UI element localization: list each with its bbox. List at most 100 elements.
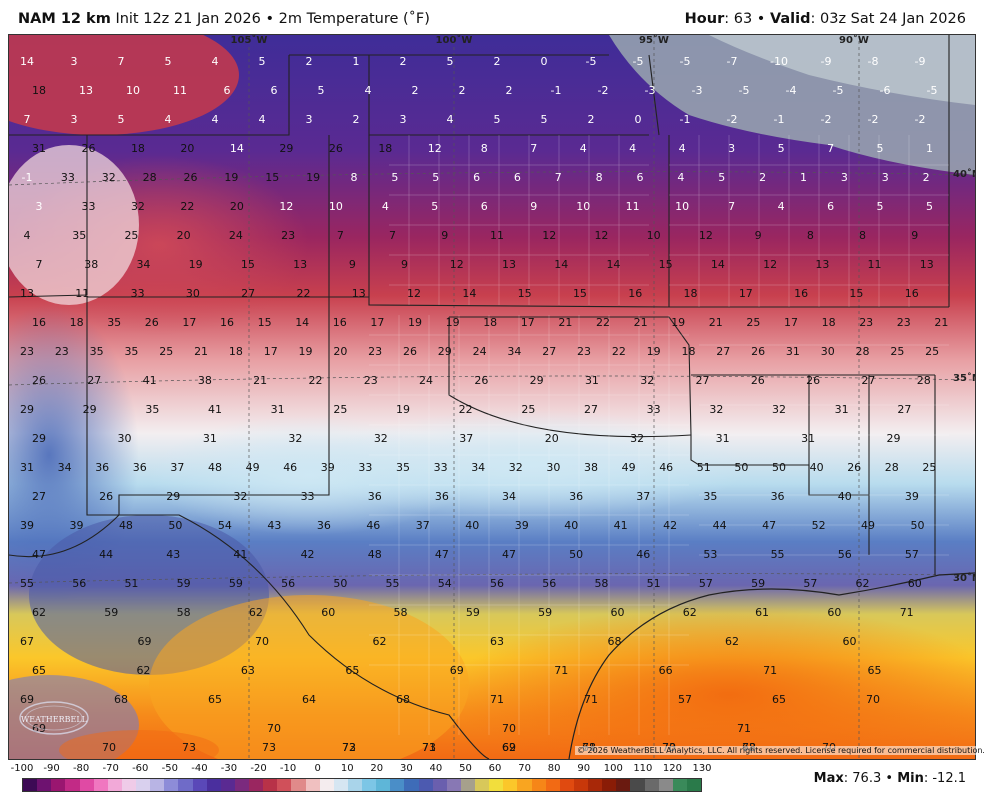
temperature-value: 19 [446, 316, 460, 329]
temperature-value: 23 [897, 316, 911, 329]
temperature-value: 25 [890, 345, 904, 358]
colorbar-segment [390, 779, 405, 791]
longitude-label: 95˚W [639, 35, 669, 46]
colorbar-segment [150, 779, 165, 791]
temperature-value: -5 [586, 55, 597, 68]
temperature-value: 7 [118, 55, 125, 68]
temperature-value: 4 [382, 200, 389, 213]
temperature-value: 8 [859, 229, 866, 242]
temperature-value: 6 [637, 171, 644, 184]
temperature-value: 47 [502, 548, 516, 561]
temperature-value: 35 [90, 345, 104, 358]
temperature-value: 37 [170, 461, 184, 474]
temperature-value: 8 [807, 229, 814, 242]
temperature-value: 17 [370, 316, 384, 329]
colorbar-segment [51, 779, 66, 791]
temperature-value: 22 [612, 345, 626, 358]
temperature-value: -5 [680, 55, 691, 68]
temperature-value: 17 [784, 316, 798, 329]
colorbar-segment [178, 779, 193, 791]
temperature-value: 62 [373, 635, 387, 648]
temperature-value: 47 [762, 519, 776, 532]
colorbar-tick-label: 30 [399, 763, 413, 774]
temperature-value: 58 [594, 577, 608, 590]
temperature-value: 5 [447, 55, 454, 68]
temperature-value: 28 [885, 461, 899, 474]
temperature-value: 23 [364, 374, 378, 387]
header-bullet-2: • [756, 11, 766, 27]
temperature-value: 20 [177, 229, 191, 242]
temperature-value: 71 [763, 664, 777, 677]
temperature-value: 62 [725, 635, 739, 648]
temperature-value: 4 [679, 142, 686, 155]
temperature-value: 2 [459, 84, 466, 97]
temperature-value: 9 [349, 258, 356, 271]
temperature-value: 58 [394, 606, 408, 619]
temperature-value: 37 [459, 432, 473, 445]
temperature-value: 8 [596, 171, 603, 184]
temperature-value: 2 [494, 55, 501, 68]
temperature-value: 33 [131, 287, 145, 300]
temperature-value: 55 [771, 548, 785, 561]
temperature-value: 33 [358, 461, 372, 474]
temperature-value: 14 [295, 316, 309, 329]
temperature-value: -5 [739, 84, 750, 97]
temperature-value: 29 [32, 432, 46, 445]
colorbar-tick-label: 10 [340, 763, 354, 774]
temperature-value: 36 [317, 519, 331, 532]
colorbar-tick-label: -50 [161, 763, 178, 774]
temperature-value: 69 [20, 693, 34, 706]
temperature-value: 28 [856, 345, 870, 358]
temperature-value: 46 [636, 548, 650, 561]
gulf-coastline [568, 572, 975, 759]
temperature-value: -8 [868, 55, 879, 68]
temperature-value: 51 [124, 577, 138, 590]
temperature-value: 39 [515, 519, 529, 532]
temperature-value: -1 [551, 84, 562, 97]
temperature-value: 15 [258, 316, 272, 329]
colorbar-tick-label: 20 [370, 763, 384, 774]
temperature-value: 37 [636, 490, 650, 503]
temperature-value: 56 [542, 577, 556, 590]
temperature-value: 23 [577, 345, 591, 358]
temperature-value: 19 [224, 171, 238, 184]
temperature-value: 71 [490, 693, 504, 706]
temperature-colorbar [22, 778, 702, 792]
temperature-value: 41 [143, 374, 157, 387]
temperature-value: 3 [36, 200, 43, 213]
temperature-value: -2 [868, 113, 879, 126]
temperature-value: 1 [800, 171, 807, 184]
temperature-value: 51 [647, 577, 661, 590]
temperature-value: 4 [677, 171, 684, 184]
temperature-value: 4 [259, 113, 266, 126]
temperature-value: 25 [746, 316, 760, 329]
temperature-value: 32 [288, 432, 302, 445]
colorbar-segment [432, 779, 447, 791]
temperature-value: 16 [628, 287, 642, 300]
colorbar-segment [23, 779, 38, 791]
temperature-value: 35 [145, 403, 159, 416]
temperature-value: 71 [737, 722, 751, 735]
colorbar-segment [136, 779, 151, 791]
temperature-value: 31 [20, 461, 34, 474]
temperature-value: 2 [506, 84, 513, 97]
temperature-value: 10 [329, 200, 343, 213]
colorbar-segment [503, 779, 518, 791]
temperature-value: 39 [20, 519, 34, 532]
temperature-value: 25 [159, 345, 173, 358]
temperature-value: 21 [634, 316, 648, 329]
temperature-value: 58 [177, 606, 191, 619]
colorbar-segment [376, 779, 391, 791]
temperature-value: 29 [20, 403, 34, 416]
temperature-value: 11 [868, 258, 882, 271]
temperature-value: 20 [333, 345, 347, 358]
temperature-value: 48 [368, 548, 382, 561]
temperature-value: -2 [915, 113, 926, 126]
temperature-value: 11 [173, 84, 187, 97]
temperature-value: 12 [428, 142, 442, 155]
temperature-value: 53 [703, 548, 717, 561]
temperature-value: 27 [861, 374, 875, 387]
temperature-value: 3 [882, 171, 889, 184]
temperature-value: -2 [598, 84, 609, 97]
